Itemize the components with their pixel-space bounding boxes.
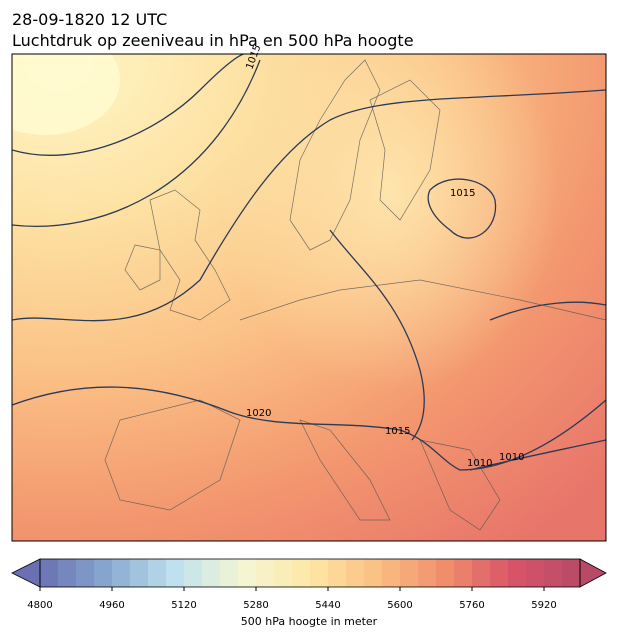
ridge [220,54,560,390]
colorbar-band [436,559,455,587]
colorbar-extend-high [579,558,607,588]
colorbar-extend-low [11,558,41,588]
contour-label: 1020 [246,408,271,419]
colorbar-band [274,559,293,587]
colorbar-band [472,559,491,587]
colorbar-tick-label: 5120 [171,600,196,611]
contour-label: 1015 [385,426,410,437]
contour-label: 1015 [450,188,475,199]
colorbar-band [58,559,77,587]
colorbar-tick-label: 5440 [315,600,340,611]
colorbar-band [184,559,203,587]
colorbar-band [526,559,545,587]
colorbar-band [364,559,383,587]
contour-label: 1010 [499,452,524,463]
high-core [12,54,120,135]
colorbar: 4800 4960 5120 5280 5440 5600 5760 5920 [11,558,607,611]
colorbar-tick-label: 4800 [27,600,52,611]
contour-label: 1010 [467,458,492,469]
colorbar-band [418,559,437,587]
colorbar-band [454,559,473,587]
colorbar-label: 500 hPa hoogte in meter [241,615,378,628]
colorbar-band [94,559,113,587]
colorbar-tick-label: 4960 [99,600,124,611]
colorbar-band [202,559,221,587]
colorbar-band [40,559,59,587]
colorbar-band [382,559,401,587]
colorbar-band [256,559,275,587]
colorbar-band [112,559,131,587]
isobars [12,54,606,471]
colorbar-band [220,559,239,587]
map-frame [11,53,607,542]
subtitle: Luchtdruk op zeeniveau in hPa en 500 hPa… [12,31,414,50]
colorbar-band [544,559,563,587]
colorbar-band [490,559,509,587]
colorbar-band [130,559,149,587]
colorbar-tick-label: 5280 [243,600,268,611]
colorbar-band [76,559,95,587]
colorbar-band [508,559,527,587]
colorbar-band [310,559,329,587]
title: 28-09-1820 12 UTC [12,10,167,29]
colorbar-band [292,559,311,587]
colorbar-tick-label: 5920 [531,600,556,611]
colorbar-tick-label: 5600 [387,600,412,611]
coastlines [104,59,606,531]
colorbar-band [346,559,365,587]
colorbar-band [562,559,581,587]
colorbar-band [238,559,257,587]
colorbar-band [400,559,419,587]
colorbar-tick-label: 5760 [459,600,484,611]
colorbar-band [166,559,185,587]
colorbar-frame [39,558,581,588]
colorbar-band [328,559,347,587]
colorbar-band [148,559,167,587]
map [12,54,606,541]
